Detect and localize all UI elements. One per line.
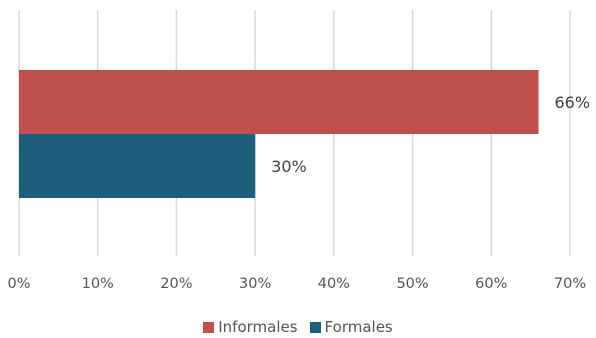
x-tick-label: 70% xyxy=(554,276,586,292)
legend-item-informales: Informales xyxy=(203,318,298,336)
x-tick-label: 50% xyxy=(396,276,428,292)
legend-swatch-informales xyxy=(203,321,215,333)
data-label-formales: 30% xyxy=(271,157,307,176)
legend: Informales Formales xyxy=(0,317,596,337)
x-tick-label: 60% xyxy=(475,276,507,292)
legend-item-formales: Formales xyxy=(309,318,393,336)
bar-informales xyxy=(19,70,539,134)
bar-chart: 0% 10% 20% 30% 40% 50% 60% 70% 66% 30% xyxy=(7,10,591,292)
legend-label-informales: Informales xyxy=(218,318,298,336)
x-tick-label: 10% xyxy=(82,276,114,292)
legend-swatch-formales xyxy=(309,321,321,333)
data-label-informales: 66% xyxy=(555,93,591,112)
x-tick-label: 40% xyxy=(318,276,350,292)
x-tick-label: 30% xyxy=(239,276,271,292)
bar-formales xyxy=(19,134,256,198)
x-tick-label: 0% xyxy=(7,276,30,292)
x-tick-label: 20% xyxy=(160,276,192,292)
legend-label-formales: Formales xyxy=(324,318,393,336)
